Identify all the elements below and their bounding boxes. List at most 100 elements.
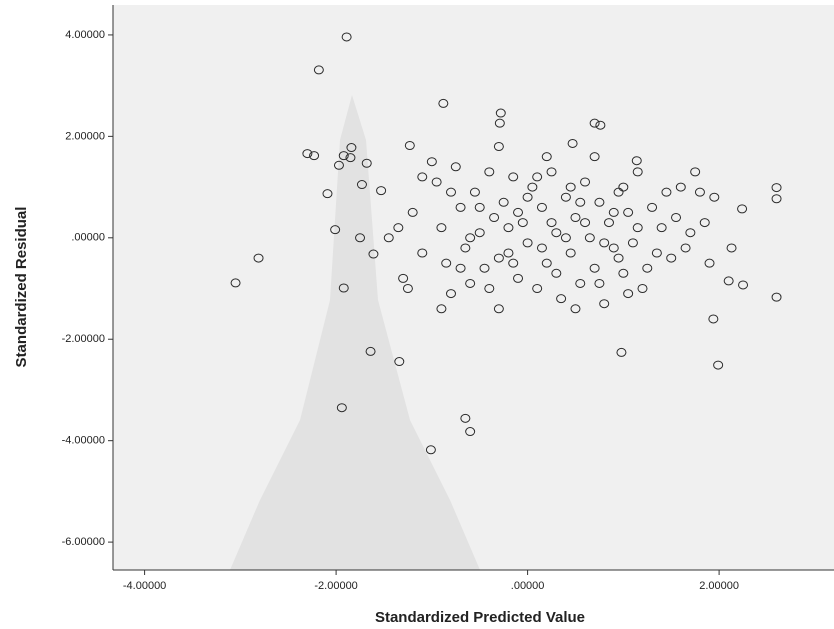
point [494, 118, 505, 128]
x-tick-label: -2.00000 [314, 580, 357, 592]
point [489, 213, 500, 223]
x-axis-title: Standardized Predicted Value [375, 609, 585, 626]
point [465, 427, 476, 437]
point [690, 167, 701, 177]
y-tick-label: -2.00000 [62, 333, 105, 345]
point [404, 140, 415, 150]
point [536, 243, 547, 253]
point [345, 153, 356, 163]
point [330, 225, 341, 235]
point [637, 284, 648, 294]
point [661, 187, 672, 197]
point [436, 304, 447, 314]
y-axis-title: Standardized Residual [13, 207, 30, 368]
point [627, 238, 638, 248]
point [570, 304, 581, 314]
point [699, 218, 710, 228]
point [402, 284, 413, 294]
x-tick-label: .00000 [511, 580, 545, 592]
point [575, 278, 586, 288]
point [479, 263, 490, 273]
point [503, 223, 514, 233]
point [595, 120, 606, 130]
point [618, 268, 629, 278]
point [532, 284, 543, 294]
point [445, 289, 456, 299]
point [484, 167, 495, 177]
point [546, 218, 557, 228]
point [726, 243, 737, 253]
point [398, 273, 409, 283]
point [455, 202, 466, 212]
point [484, 284, 495, 294]
point [438, 98, 449, 108]
point [570, 213, 581, 223]
point [469, 187, 480, 197]
point [685, 228, 696, 238]
point [594, 197, 605, 207]
point [632, 223, 643, 233]
point [603, 218, 614, 228]
y-tick-label: .00000 [71, 232, 105, 244]
point [341, 32, 352, 42]
y-tick-label: 4.00000 [65, 29, 105, 41]
point [575, 197, 586, 207]
point [546, 167, 557, 177]
point [623, 207, 634, 217]
point [338, 283, 349, 293]
point [465, 278, 476, 288]
point [631, 156, 642, 166]
point [618, 182, 629, 192]
point [355, 233, 366, 243]
point [594, 278, 605, 288]
point [460, 243, 471, 253]
point [616, 347, 627, 357]
point [599, 238, 610, 248]
point [333, 160, 344, 170]
point [495, 108, 506, 118]
point [513, 273, 524, 283]
point [565, 182, 576, 192]
plot-background [113, 5, 834, 570]
point [737, 204, 748, 214]
point [656, 223, 667, 233]
point [589, 152, 600, 162]
point [565, 248, 576, 258]
y-tick-label: -4.00000 [62, 435, 105, 447]
point [551, 268, 562, 278]
point [361, 158, 372, 168]
point [346, 143, 357, 153]
point [771, 183, 782, 193]
point [613, 253, 624, 263]
point [383, 233, 394, 243]
point [623, 289, 634, 299]
point [460, 413, 471, 423]
point [580, 177, 591, 187]
point [336, 403, 347, 413]
point [647, 202, 658, 212]
point [738, 280, 749, 290]
point [368, 249, 379, 259]
point [599, 299, 610, 309]
point [426, 157, 437, 167]
point [522, 192, 533, 202]
point [713, 360, 724, 370]
point [230, 278, 241, 288]
point [608, 207, 619, 217]
point [441, 258, 452, 268]
point [651, 248, 662, 258]
point [589, 263, 600, 273]
point [465, 233, 476, 243]
point [436, 223, 447, 233]
point [608, 243, 619, 253]
point [417, 172, 428, 182]
point [723, 276, 734, 286]
point [709, 192, 720, 202]
point [556, 294, 567, 304]
point [771, 292, 782, 302]
point [322, 189, 333, 199]
point [567, 138, 578, 148]
point [493, 304, 504, 314]
x-tick-label: -4.00000 [123, 580, 166, 592]
point [708, 314, 719, 324]
